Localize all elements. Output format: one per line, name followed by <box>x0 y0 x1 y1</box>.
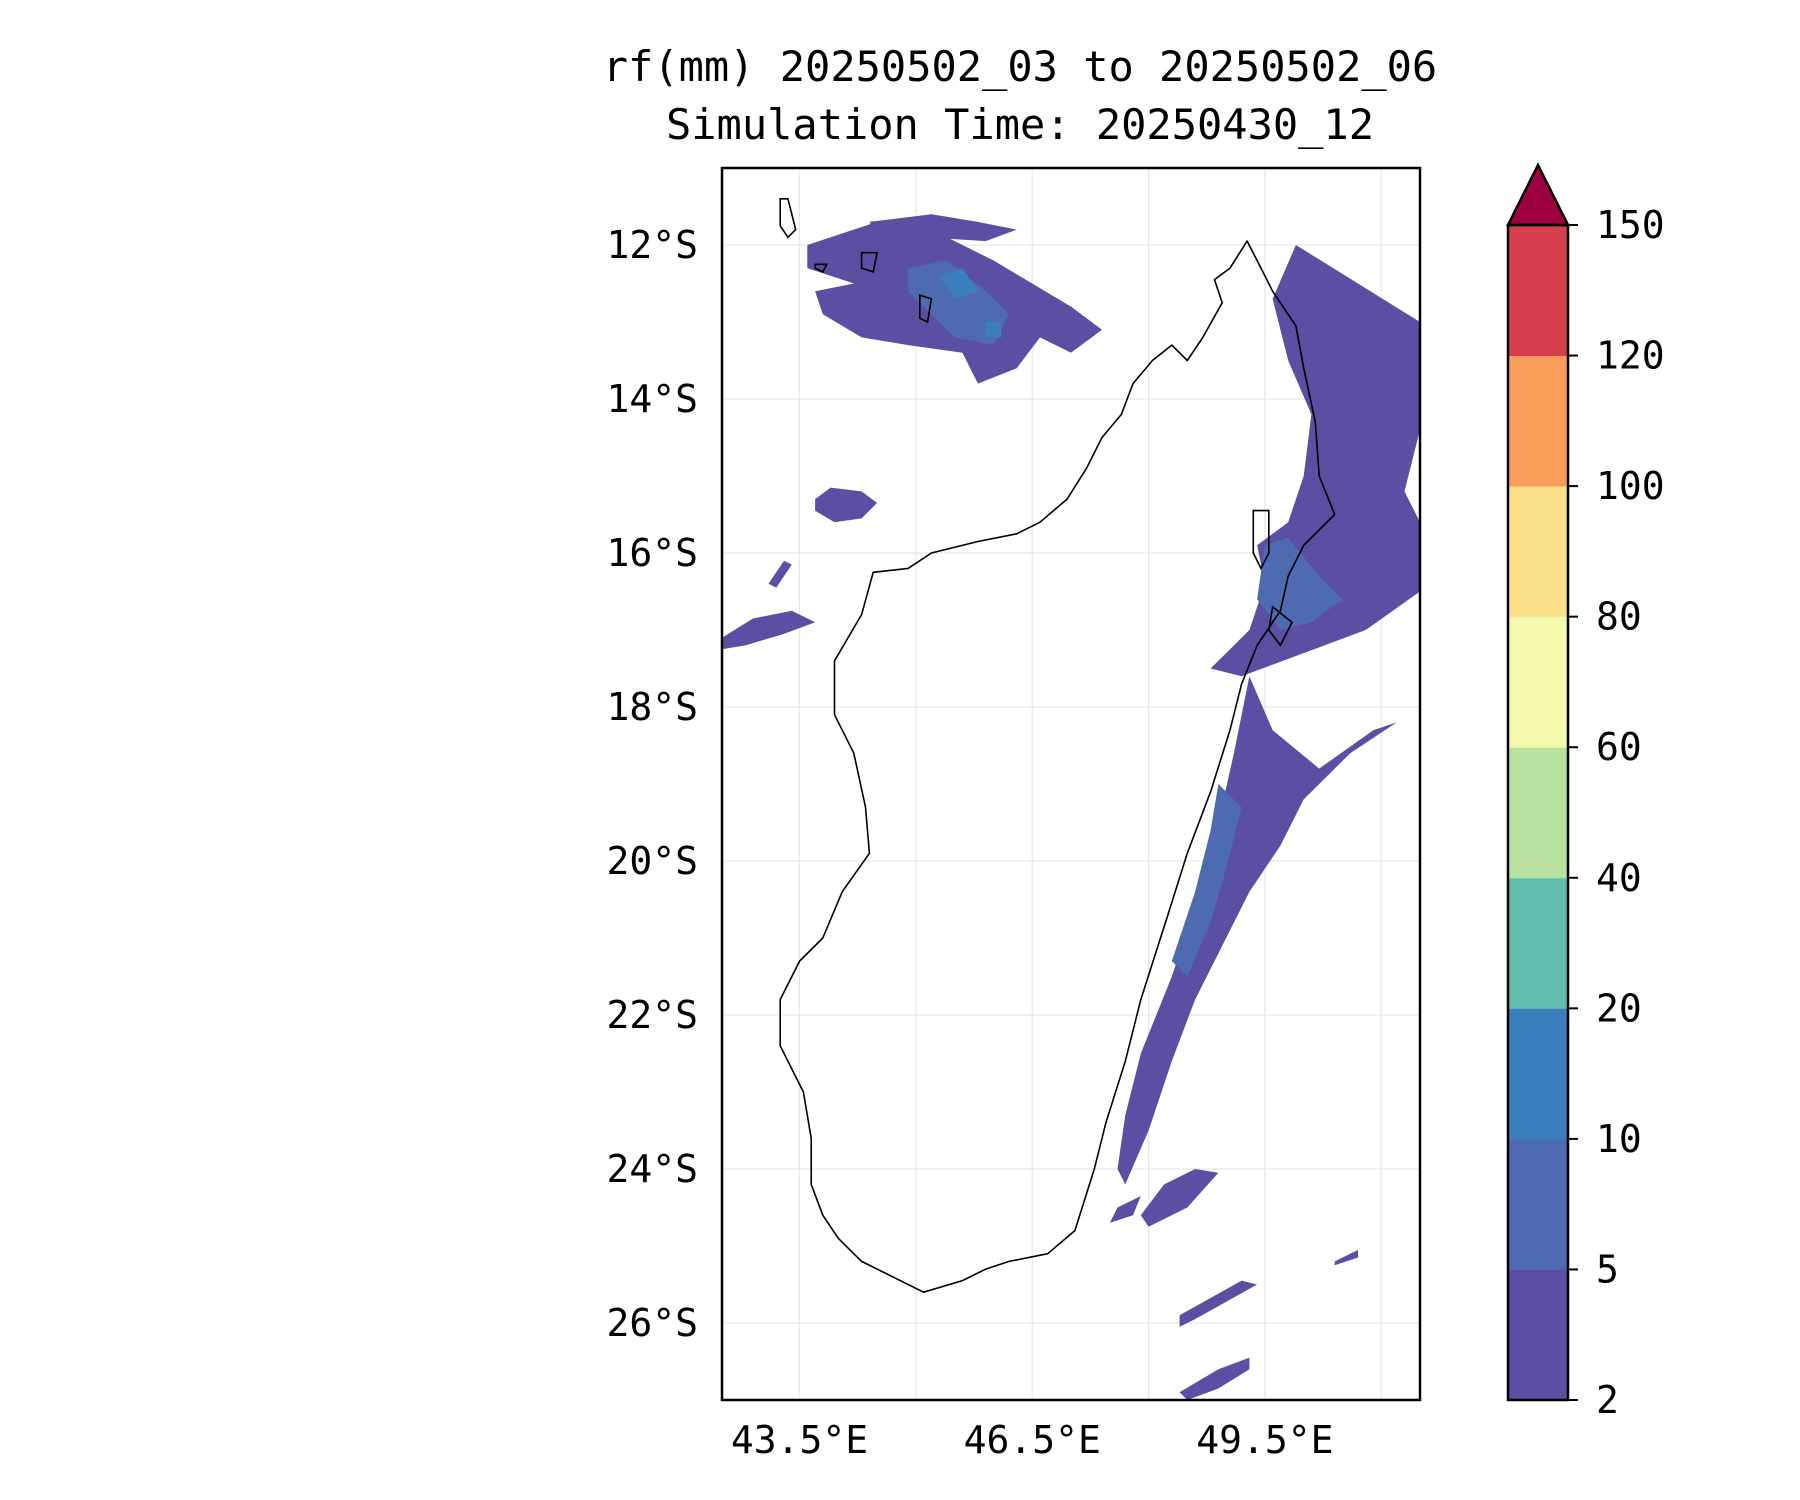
rain-area-ne-coast-inner <box>1257 537 1343 630</box>
colorbar-tick-label-6: 80 <box>1596 595 1642 639</box>
coastline-island-2 <box>814 263 829 273</box>
colorbar-tick-label-4: 40 <box>1596 856 1642 900</box>
rain-area-blob-17S <box>722 610 816 650</box>
colorbar-segment-3 <box>1508 877 1568 1009</box>
y-tick-label-3: 18°S <box>606 685 698 729</box>
coastline-island-0 <box>779 198 797 239</box>
coastline-island-5 <box>1267 605 1294 647</box>
y-tick-label-1: 14°S <box>606 377 698 421</box>
colorbar-extend-arrow <box>1505 162 1571 227</box>
colorbar: 2 5 10 20 40 60 80 100 120 150 <box>1505 162 1665 1422</box>
rain-area-east-coast-band <box>1117 676 1397 1185</box>
colorbar-tick-label-8: 120 <box>1596 334 1665 378</box>
y-tick-label-6: 24°S <box>606 1147 698 1191</box>
y-axis: 12°S 14°S 16°S 18°S 20°S 22°S 24°S 26°S <box>606 223 698 1345</box>
colorbar-segment-5 <box>1508 616 1568 748</box>
coastline-island-4 <box>1252 509 1270 571</box>
chart-title: rf(mm) 20250502_03 to 20250502_06 <box>602 42 1438 91</box>
y-tick-label-0: 12°S <box>606 223 698 267</box>
colorbar-segment-1 <box>1508 1138 1568 1270</box>
rain-area-north-band-d <box>985 322 1002 338</box>
x-tick-label-2: 49.5°E <box>1196 1418 1333 1462</box>
colorbar-tick-label-3: 20 <box>1596 986 1642 1030</box>
rain-area-se-band-a <box>1140 1169 1219 1227</box>
y-tick-label-2: 16°S <box>606 531 698 575</box>
x-tick-label-0: 43.5°E <box>731 1418 868 1462</box>
colorbar-tick-label-2: 10 <box>1596 1117 1642 1161</box>
colorbar-tick-label-0: 2 <box>1596 1378 1619 1422</box>
map-frame <box>720 166 1422 1402</box>
colorbar-tick-label-9: 150 <box>1596 203 1665 247</box>
colorbar-tick-label-1: 5 <box>1596 1247 1619 1291</box>
rain-area-north-band-c <box>939 268 978 299</box>
rain-area-south-band-a <box>1179 1280 1258 1327</box>
colorbar-segment-0 <box>1508 1269 1568 1401</box>
rain-area-east-coast-inner <box>1171 784 1242 977</box>
y-tick-label-4: 20°S <box>606 839 698 883</box>
coastlines <box>779 198 1336 1293</box>
rain-area-blob-16S <box>768 560 792 588</box>
colorbar-segment-8 <box>1508 225 1568 357</box>
coastline-island-1 <box>860 251 879 273</box>
rain-area-east-small-a <box>1334 1249 1358 1266</box>
colorbar-tick-label-7: 100 <box>1596 464 1665 508</box>
colorbar-segment-4 <box>1508 747 1568 879</box>
rainfall-contours <box>722 214 1420 1400</box>
colorbar-tick-label-5: 60 <box>1596 725 1642 769</box>
rain-area-se-band-b <box>1109 1196 1141 1223</box>
rain-area-north-band-b <box>908 260 1009 346</box>
rain-area-north-band-e <box>869 214 1017 242</box>
rain-area-blob-15S <box>815 487 878 523</box>
x-axis: 43.5°E 46.5°E 49.5°E <box>731 1418 1334 1462</box>
rain-area-south-band-b <box>1179 1357 1250 1400</box>
x-tick-label-1: 46.5°E <box>964 1418 1101 1462</box>
y-tick-label-5: 22°S <box>606 993 698 1037</box>
coastline-island-3 <box>918 293 933 324</box>
colorbar-frame <box>1506 223 1570 1402</box>
y-tick-label-7: 26°S <box>606 1301 698 1345</box>
gridlines <box>722 168 1420 1400</box>
colorbar-segment-7 <box>1508 355 1568 487</box>
chart-subtitle: Simulation Time: 20250430_12 <box>665 100 1374 149</box>
colorbar-segment-6 <box>1508 486 1568 618</box>
colorbar-segment-2 <box>1508 1008 1568 1140</box>
